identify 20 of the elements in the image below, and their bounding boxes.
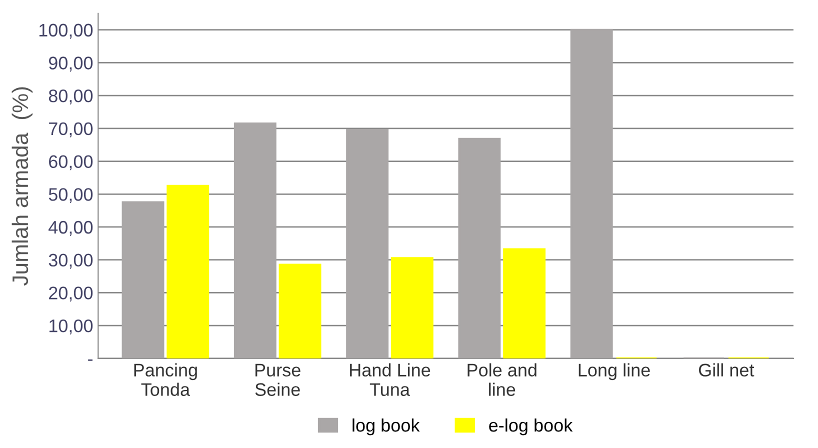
y-tick-label: 10,00 (49, 319, 93, 334)
x-tick-label: Hand Line Tuna (350, 363, 430, 396)
legend-label: e-log book (489, 418, 573, 436)
y-tick-label: 40,00 (48, 220, 93, 236)
x-tick-label: Purse Seine (255, 364, 300, 396)
y-axis-title: Jumlah armada (%) (12, 87, 33, 286)
y-tick-label: 80,00 (48, 90, 93, 104)
x-tick-label: Pole and line (468, 363, 536, 396)
y-tick-label: 60,00 (49, 155, 93, 170)
x-tick-label: Pancing Tonda (134, 363, 197, 396)
y-tick-label: 50,00 (48, 188, 93, 203)
y-tick-label: - (88, 359, 92, 361)
x-tick-label: Long line (578, 363, 650, 380)
x-tick-label: Gill net (698, 363, 754, 377)
legend-label: log book (352, 418, 420, 436)
y-tick-label: 30,00 (48, 254, 93, 269)
y-tick-label: 90,00 (48, 56, 93, 72)
y-tick-label: 100,00 (39, 24, 93, 39)
y-tick-label: 20,00 (49, 286, 93, 302)
y-tick-label: 70,00 (49, 122, 93, 138)
